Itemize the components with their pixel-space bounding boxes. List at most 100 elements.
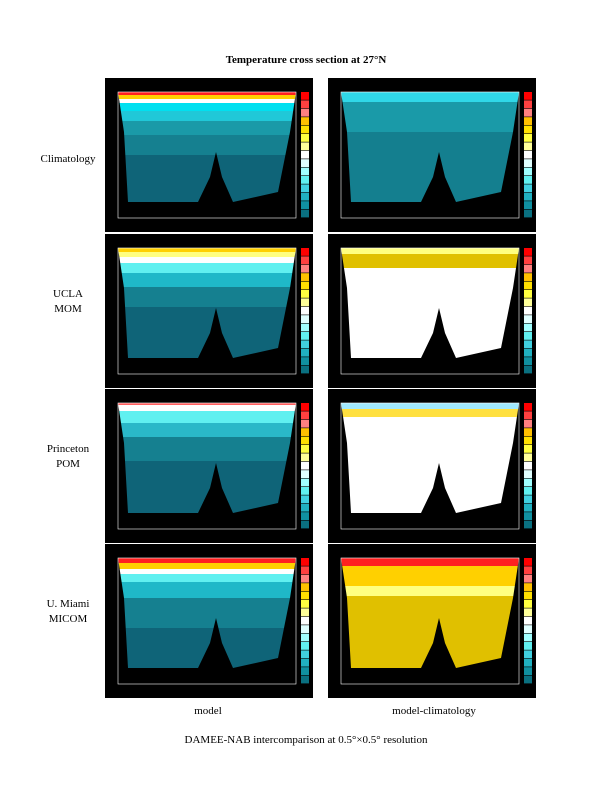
colorbar-cell xyxy=(301,209,309,218)
panel xyxy=(328,234,536,388)
colorbar-cell xyxy=(524,298,532,307)
field-band xyxy=(118,569,296,574)
colorbar-cell xyxy=(524,323,532,332)
colorbar-cell xyxy=(524,419,532,428)
colorbar-cell xyxy=(524,248,532,256)
colorbar-cell xyxy=(301,487,309,495)
plot-frame xyxy=(340,402,520,530)
colorbar-cell xyxy=(524,281,532,290)
field-band xyxy=(118,95,296,99)
colorbar-cell xyxy=(524,520,532,529)
colorbar-cell xyxy=(301,167,309,176)
colorbar-cell xyxy=(301,583,309,591)
panel xyxy=(328,389,536,543)
plot-frame xyxy=(117,402,297,530)
colorbar-cell xyxy=(524,348,532,357)
bathymetry xyxy=(118,403,296,529)
colorbar-cell xyxy=(524,176,532,184)
plot-frame xyxy=(117,247,297,375)
colorbar-cell xyxy=(524,642,532,650)
colorbar-cell xyxy=(301,600,309,608)
colorbar-cell xyxy=(301,150,309,159)
field-band xyxy=(118,263,296,273)
colorbar-cell xyxy=(524,201,532,209)
colorbar-cell xyxy=(301,125,309,134)
field-band xyxy=(118,121,296,135)
row-label: POM xyxy=(56,458,80,470)
colorbar-cell xyxy=(301,574,309,583)
field-band xyxy=(341,254,519,268)
colorbar-cell xyxy=(301,117,309,125)
field-band xyxy=(118,135,296,155)
plot-frame xyxy=(117,91,297,219)
field-band xyxy=(341,102,519,132)
colorbar-cell xyxy=(301,419,309,428)
row-label: Princeton xyxy=(47,443,90,455)
colorbar-cell xyxy=(524,436,532,445)
colorbar-cell xyxy=(301,633,309,642)
field-band xyxy=(118,99,296,103)
colorbar-cell xyxy=(301,201,309,209)
row-label: MICOM xyxy=(49,613,88,625)
colorbar-cell xyxy=(301,142,309,151)
colorbar-cell xyxy=(524,365,532,374)
colorbar-cell xyxy=(301,436,309,445)
colorbar-cell xyxy=(524,453,532,462)
colorbar-cell xyxy=(524,209,532,218)
colorbar-cell xyxy=(301,306,309,315)
field-band xyxy=(118,598,296,628)
colorbar-cell xyxy=(301,625,309,633)
field-band xyxy=(118,257,296,263)
colorbar-cell xyxy=(524,600,532,608)
colorbar-cell xyxy=(301,445,309,453)
colorbar-cell xyxy=(301,470,309,478)
row-label: U. Miami xyxy=(47,598,90,610)
colorbar-cell xyxy=(301,264,309,273)
colorbar-cell xyxy=(301,520,309,529)
colorbar-cell xyxy=(301,658,309,667)
field-band xyxy=(341,566,519,586)
colorbar-cell xyxy=(524,478,532,487)
colorbar-cell xyxy=(301,591,309,600)
colorbar-cell xyxy=(301,159,309,167)
field-band xyxy=(118,248,296,252)
column-label: model xyxy=(194,705,222,717)
field-band xyxy=(118,287,296,307)
colorbar-cell xyxy=(301,461,309,470)
colorbar-cell xyxy=(524,675,532,684)
colorbar-cell xyxy=(524,403,532,411)
colorbar-cell xyxy=(301,608,309,617)
row-label: UCLA xyxy=(53,288,83,300)
colorbar-cell xyxy=(524,125,532,134)
colorbar-cell xyxy=(301,281,309,290)
colorbar-cell xyxy=(524,608,532,617)
colorbar-cell xyxy=(524,264,532,273)
colorbar-cell xyxy=(524,495,532,504)
colorbar-cell xyxy=(524,340,532,349)
colorbar-cell xyxy=(301,273,309,281)
field-band xyxy=(118,405,296,411)
colorbar-cell xyxy=(524,566,532,575)
colorbar-cell xyxy=(524,134,532,142)
colorbar-cell xyxy=(524,192,532,201)
colorbar-cell xyxy=(524,117,532,125)
field-band xyxy=(118,273,296,287)
bathymetry xyxy=(341,248,519,374)
colorbar-cell xyxy=(524,150,532,159)
panel xyxy=(105,544,313,698)
colorbar-cell xyxy=(524,512,532,520)
colorbar-cell xyxy=(301,100,309,109)
colorbar-cell xyxy=(301,503,309,512)
colorbar-cell xyxy=(301,650,309,659)
bathymetry xyxy=(341,403,519,529)
colorbar-cell xyxy=(524,411,532,420)
colorbar-cell xyxy=(524,574,532,583)
colorbar-cell xyxy=(524,357,532,365)
bathymetry xyxy=(118,558,296,684)
colorbar-cell xyxy=(524,633,532,642)
colorbar-cell xyxy=(301,184,309,193)
colorbar-cell xyxy=(301,134,309,142)
field-band xyxy=(118,423,296,437)
field-band xyxy=(118,411,296,423)
colorbar-cell xyxy=(524,470,532,478)
